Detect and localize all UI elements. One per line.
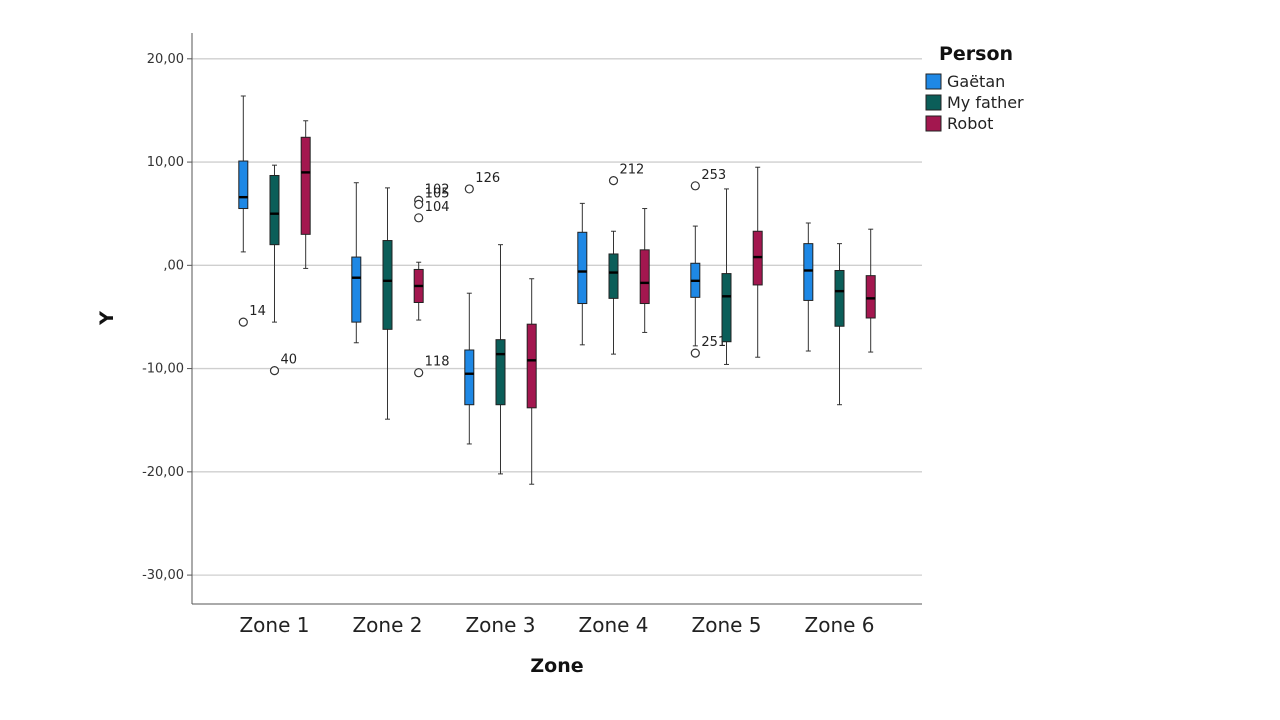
box-iqr (464, 349, 475, 406)
box-ga-tan-zone-4 (577, 202, 588, 346)
outlier-point (608, 176, 619, 186)
box-iqr (495, 339, 506, 406)
y-tick-label: ,00 (163, 258, 184, 273)
grid-lines (187, 58, 922, 576)
y-tick-label: -20,00 (142, 465, 184, 480)
outlier-label: 126 (475, 171, 500, 186)
outlier-label: 104 (425, 200, 450, 215)
y-tick-label: 10,00 (147, 155, 184, 170)
box-robot-zone-4 (639, 208, 650, 333)
box-ga-tan-zone-3: 126 (464, 171, 500, 445)
outlier-label: 40 (280, 353, 297, 368)
box-my-father-zone-4: 212 (608, 163, 645, 355)
x-category-label: Zone 2 (352, 613, 422, 637)
box-robot-zone-6 (865, 228, 876, 353)
box-ga-tan-zone-2 (351, 182, 362, 344)
x-category-labels: Zone 1 Zone 2 Zone 3 Zone 4 Zone 5 Zone 6 (239, 613, 874, 637)
axes (191, 33, 922, 605)
y-tick-label: 20,00 (147, 52, 184, 67)
legend-label: Gaëtan (947, 72, 1005, 91)
outlier-label: 251 (701, 335, 726, 350)
box-iqr (865, 275, 876, 319)
legend-label: Robot (947, 114, 993, 133)
box-iqr (238, 160, 249, 210)
y-axis-title: Y (96, 311, 118, 326)
box-my-father-zone-6 (834, 243, 845, 406)
legend-title: Person (939, 43, 1013, 65)
outlier-point (238, 317, 248, 327)
outlier-point (690, 348, 700, 358)
box-iqr (834, 269, 845, 327)
legend-label: My father (947, 93, 1024, 112)
x-category-label: Zone 4 (579, 613, 649, 637)
legend-swatch (925, 115, 942, 132)
legend-swatch (925, 73, 942, 90)
y-tick-label: -30,00 (142, 568, 184, 583)
x-category-label: Zone 6 (805, 613, 875, 637)
box-ga-tan-zone-1: 14 (238, 95, 266, 327)
box-iqr (639, 249, 650, 305)
box-robot-zone-5 (752, 166, 763, 358)
box-my-father-zone-2 (382, 187, 393, 420)
outlier-point (414, 199, 424, 210)
outlier-label: 105 (425, 186, 450, 201)
box-iqr (351, 256, 362, 323)
x-category-label: Zone 3 (465, 613, 535, 637)
outlier-point (269, 366, 280, 376)
box-iqr (803, 243, 814, 301)
x-category-label: Zone 1 (239, 613, 309, 637)
x-axis-title: Zone (530, 655, 583, 677)
box-ga-tan-zone-6 (803, 222, 814, 352)
box-iqr (608, 253, 619, 299)
box-robot-zone-3 (526, 278, 537, 485)
box-my-father-zone-3 (495, 244, 506, 475)
box-iqr (269, 174, 280, 246)
box-iqr (721, 273, 732, 343)
box-robot-zone-1 (300, 120, 311, 269)
outlier-point (464, 184, 474, 194)
box-iqr (577, 231, 588, 305)
outlier-label: 212 (620, 163, 645, 178)
outlier-point (414, 213, 424, 223)
box-ga-tan-zone-5: 253 251 (690, 168, 726, 358)
box-iqr (382, 240, 393, 330)
outlier-label: 118 (425, 355, 450, 370)
outlier-label: 14 (249, 304, 266, 319)
box-iqr (300, 136, 311, 235)
outlier-point (690, 181, 700, 191)
box-iqr (526, 323, 537, 409)
box-my-father-zone-5 (721, 188, 732, 365)
box-my-father-zone-1: 40 (269, 164, 297, 376)
outlier-label: 102 (425, 182, 450, 197)
legend-swatch (925, 94, 942, 111)
x-category-label: Zone 5 (692, 613, 762, 637)
y-tick-label: -10,00 (142, 362, 184, 377)
y-tick-labels: 20,00 10,00 ,00 -10,00 -20,00 -30,00 (142, 52, 184, 583)
outlier-point (414, 368, 424, 378)
legend: Person Gaëtan My father Robot (925, 43, 1024, 133)
outlier-label: 253 (701, 168, 726, 183)
